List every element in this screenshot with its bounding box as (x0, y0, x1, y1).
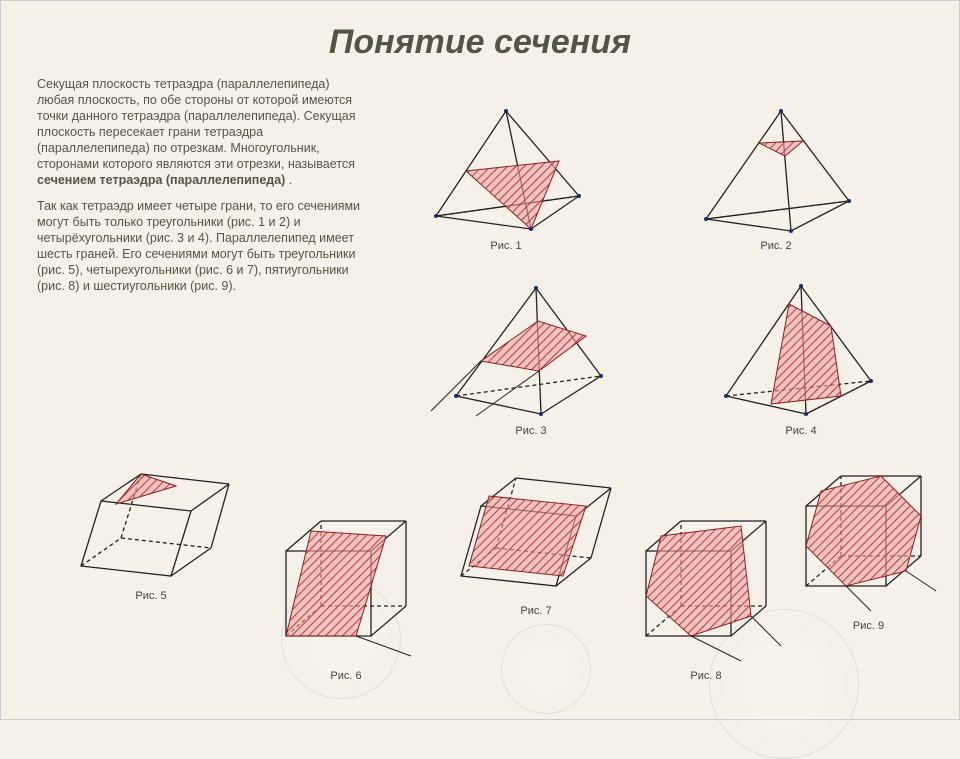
body-text: Секущая плоскость тетраэдра (параллелепи… (25, 76, 365, 304)
page-title: Понятие сечения (1, 1, 959, 76)
p1-post: . (285, 173, 292, 187)
paragraph-1: Секущая плоскость тетраэдра (параллелепи… (25, 76, 365, 188)
p1-pre: Секущая плоскость тетраэдра (параллелепи… (37, 77, 356, 171)
figure-4-label: Рис. 4 (701, 425, 901, 437)
decorative-ripple (281, 579, 401, 699)
decorative-ripple (709, 609, 859, 759)
figure-5-label: Рис. 5 (61, 590, 241, 602)
figure-5: Рис. 5 (61, 456, 241, 602)
figure-9: Рис. 9 (786, 451, 951, 632)
figure-7-label: Рис. 7 (441, 605, 631, 617)
decorative-ripple (501, 624, 591, 714)
p1-bold: сечением тетраэдра (параллелепипеда) (37, 173, 285, 187)
figure-7: Рис. 7 (441, 456, 631, 617)
content-row: Секущая плоскость тетраэдра (параллелепи… (1, 76, 959, 304)
figure-3-label: Рис. 3 (421, 425, 641, 437)
paragraph-2: Так как тетраэдр имеет четыре грани, то … (25, 198, 365, 294)
